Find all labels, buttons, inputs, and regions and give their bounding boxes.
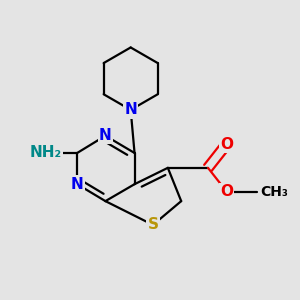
Text: N: N: [71, 177, 84, 192]
Text: O: O: [220, 136, 233, 152]
Text: O: O: [220, 184, 233, 199]
Text: N: N: [99, 128, 112, 143]
Text: S: S: [148, 218, 158, 232]
Text: N: N: [124, 102, 137, 117]
Text: CH₃: CH₃: [260, 184, 288, 199]
Text: NH₂: NH₂: [29, 146, 62, 160]
